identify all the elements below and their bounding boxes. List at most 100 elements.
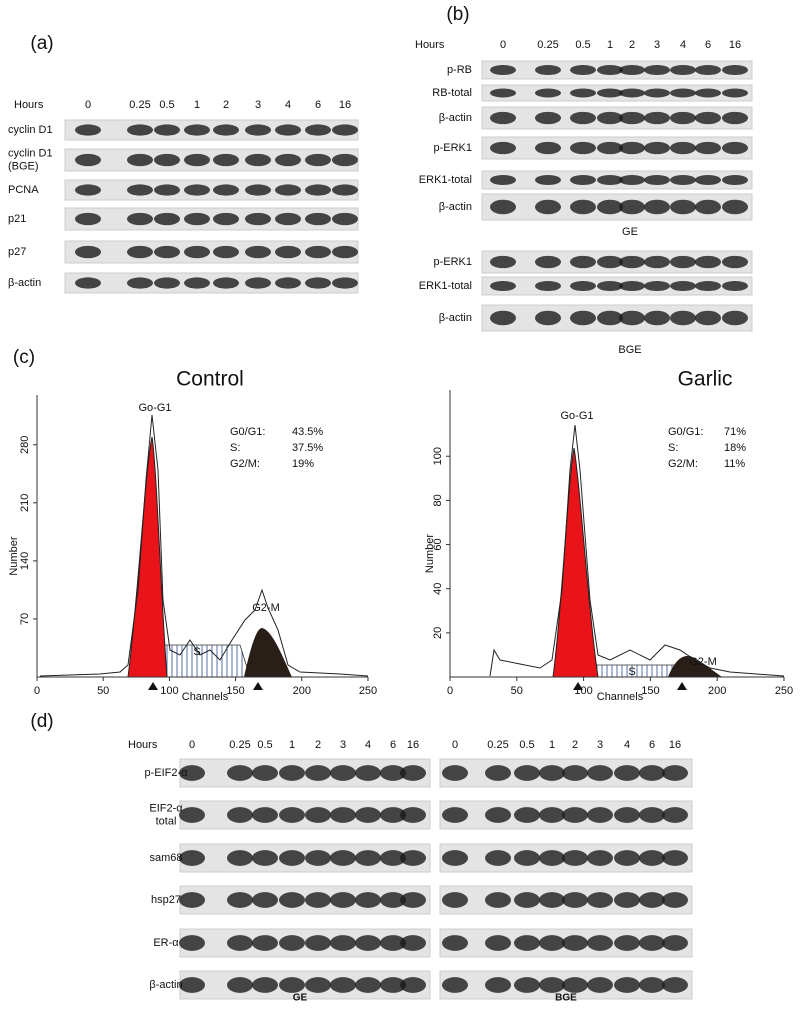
blot-band bbox=[614, 935, 640, 951]
blot-band bbox=[639, 892, 665, 908]
time-label: 0 bbox=[452, 739, 458, 751]
blot-band bbox=[535, 141, 561, 155]
histogram-outline bbox=[39, 414, 369, 677]
blot-band bbox=[252, 935, 278, 951]
row-label: hsp27 bbox=[151, 894, 181, 906]
blot-band bbox=[662, 892, 688, 908]
blot-band bbox=[670, 141, 696, 155]
blot-band bbox=[514, 807, 540, 823]
blot-band bbox=[644, 280, 670, 292]
blot-band bbox=[332, 184, 358, 196]
blot-band bbox=[184, 277, 210, 289]
blot-band bbox=[154, 245, 180, 259]
blot-band bbox=[514, 892, 540, 908]
blot-band bbox=[619, 88, 645, 98]
blot-band bbox=[400, 850, 426, 866]
group-label: GE bbox=[622, 226, 638, 238]
blot-band bbox=[355, 935, 381, 951]
stat-value: 18% bbox=[724, 442, 746, 454]
g2-area bbox=[244, 628, 292, 677]
row-label: β-actin bbox=[149, 979, 182, 991]
blot-band bbox=[275, 124, 301, 136]
blot-band bbox=[535, 88, 561, 98]
y-axis-label: Number bbox=[424, 534, 436, 573]
g2-area bbox=[668, 655, 722, 677]
hours-label: Hours bbox=[415, 39, 445, 51]
time-label: 0 bbox=[189, 739, 195, 751]
blot-band bbox=[75, 245, 101, 259]
row-label: p-ERK1 bbox=[433, 142, 472, 154]
blot-band bbox=[619, 280, 645, 292]
row-label: ERK1-total bbox=[419, 174, 472, 186]
time-label: 3 bbox=[255, 99, 261, 111]
blot-band bbox=[305, 765, 331, 781]
blot-band bbox=[213, 184, 239, 196]
blot-band bbox=[614, 765, 640, 781]
time-label: 16 bbox=[407, 739, 419, 751]
stat-value: 43.5% bbox=[292, 426, 323, 438]
x-tick-label: 150 bbox=[226, 685, 244, 697]
blot-band bbox=[562, 977, 588, 993]
blot-band bbox=[380, 850, 406, 866]
blot-band bbox=[570, 111, 596, 125]
blot-band bbox=[597, 174, 623, 186]
x-tick-label: 250 bbox=[359, 685, 377, 697]
group-label: BGE bbox=[555, 993, 577, 1004]
blot-band bbox=[490, 174, 516, 186]
blot-band bbox=[722, 310, 748, 326]
blot-band bbox=[535, 255, 561, 269]
blot-band bbox=[332, 124, 358, 136]
blot-band bbox=[213, 124, 239, 136]
blot-band bbox=[597, 199, 623, 215]
blot-band bbox=[562, 765, 588, 781]
stat-value: 19% bbox=[292, 458, 314, 470]
blot-band bbox=[639, 850, 665, 866]
row-label: β-actin bbox=[439, 112, 472, 124]
blot-band bbox=[75, 124, 101, 136]
blot-band bbox=[644, 255, 670, 269]
blot-band bbox=[355, 765, 381, 781]
row-label: p-EIF2-α bbox=[144, 767, 188, 779]
blot-band bbox=[644, 310, 670, 326]
row-label: β-actin bbox=[8, 277, 41, 289]
stat-name: G2/M: bbox=[668, 458, 698, 470]
time-label: 0.5 bbox=[159, 99, 174, 111]
row-label: (BGE) bbox=[8, 160, 39, 172]
time-label: 0.25 bbox=[487, 739, 508, 751]
blot-band bbox=[252, 765, 278, 781]
row-label: β-actin bbox=[439, 312, 472, 324]
blot-band bbox=[154, 124, 180, 136]
blot-band bbox=[670, 255, 696, 269]
blot-band bbox=[695, 88, 721, 98]
blot-band bbox=[535, 174, 561, 186]
blot-band bbox=[722, 255, 748, 269]
blot-band bbox=[252, 977, 278, 993]
stat-value: 71% bbox=[724, 426, 746, 438]
blot-band bbox=[485, 850, 511, 866]
panel-label: (a) bbox=[30, 33, 53, 54]
blot-band bbox=[662, 807, 688, 823]
blot-band bbox=[279, 977, 305, 993]
blot-band bbox=[670, 199, 696, 215]
time-label: 3 bbox=[597, 739, 603, 751]
blot-band bbox=[179, 892, 205, 908]
blot-band bbox=[695, 174, 721, 186]
x-axis-label: Channels bbox=[597, 691, 644, 703]
blot-band bbox=[570, 141, 596, 155]
blot-band bbox=[305, 124, 331, 136]
row-label: cyclin D1 bbox=[8, 147, 53, 159]
blot-band bbox=[279, 850, 305, 866]
y-tick-label: 20 bbox=[432, 627, 444, 639]
blot-band bbox=[644, 111, 670, 125]
time-label: 16 bbox=[729, 39, 741, 51]
x-tick-label: 100 bbox=[160, 685, 178, 697]
time-label: 6 bbox=[649, 739, 655, 751]
blot-band bbox=[184, 245, 210, 259]
blot-band bbox=[662, 977, 688, 993]
blot-band bbox=[355, 977, 381, 993]
blot-band bbox=[179, 807, 205, 823]
blot-band bbox=[695, 111, 721, 125]
blot-band bbox=[514, 935, 540, 951]
blot-band bbox=[562, 850, 588, 866]
